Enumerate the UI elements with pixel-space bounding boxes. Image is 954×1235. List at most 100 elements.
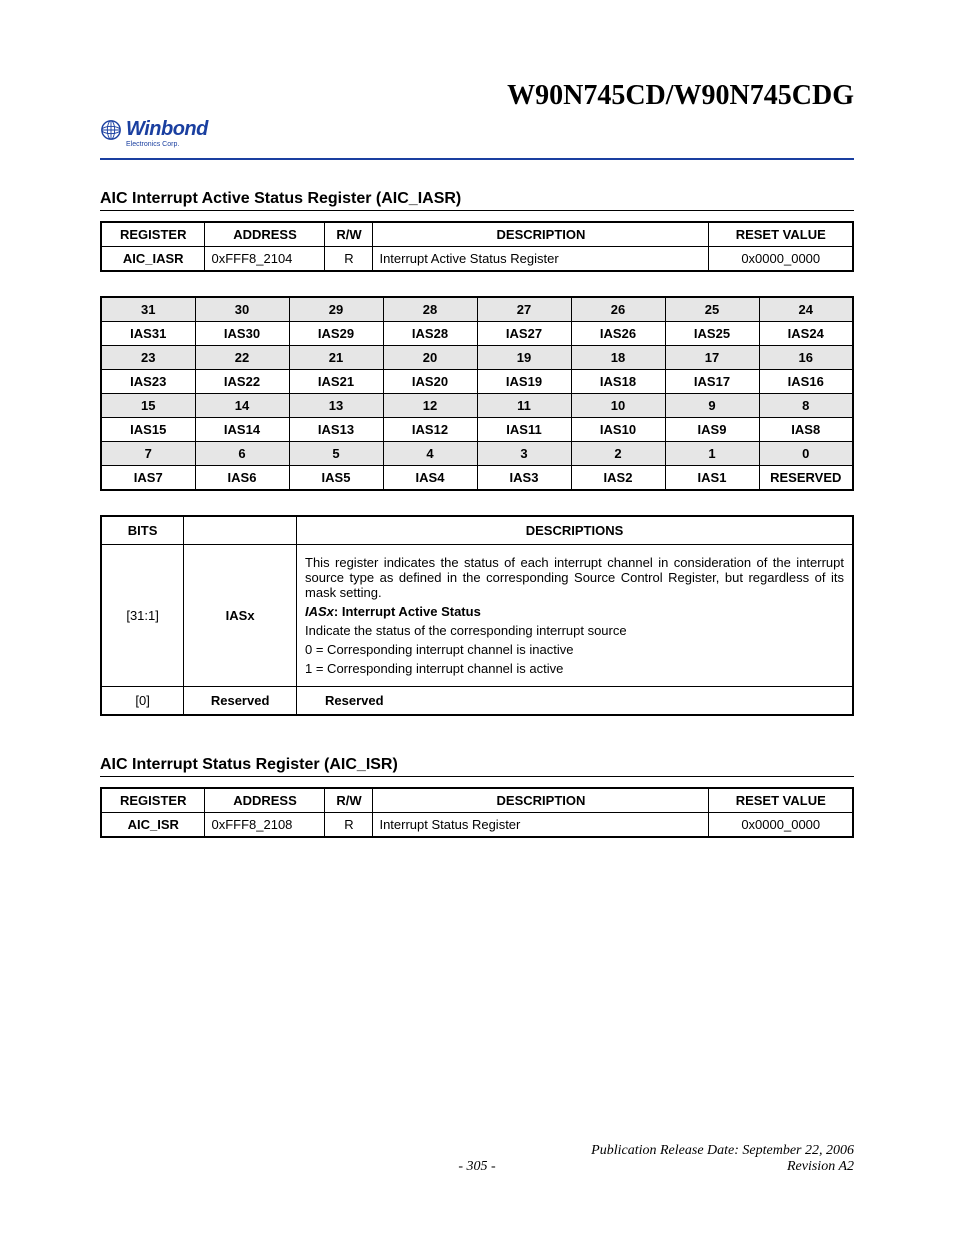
bit-name: IAS7 — [101, 466, 195, 491]
bit-name: IAS21 — [289, 370, 383, 394]
desc-text-1: Reserved — [297, 687, 853, 716]
reg-rw: R — [325, 247, 373, 272]
bit-number: 1 — [665, 442, 759, 466]
desc-bold-line: IASx: Interrupt Active Status — [305, 604, 844, 619]
reg2-addr: 0xFFF8_2108 — [205, 813, 325, 838]
bit-name: IAS13 — [289, 418, 383, 442]
bit-name: RESERVED — [759, 466, 853, 491]
logo: Winbond — [100, 118, 854, 141]
bit-name: IAS10 — [571, 418, 665, 442]
reg-col-reset: RESET VALUE — [709, 222, 853, 247]
bit-name: IAS26 — [571, 322, 665, 346]
reg2-col-register: REGISTER — [101, 788, 205, 813]
bit-number: 22 — [195, 346, 289, 370]
reg-addr: 0xFFF8_2104 — [205, 247, 325, 272]
bit-name: IAS18 — [571, 370, 665, 394]
bit-name: IAS3 — [477, 466, 571, 491]
bit-number: 10 — [571, 394, 665, 418]
bit-number: 9 — [665, 394, 759, 418]
document-title: W90N745CD/W90N745CDG — [100, 80, 854, 112]
bit-name: IAS2 — [571, 466, 665, 491]
desc-bits-0: [31:1] — [101, 545, 184, 687]
bit-number: 21 — [289, 346, 383, 370]
desc-col-desc: DESCRIPTIONS — [297, 516, 853, 545]
bit-number: 16 — [759, 346, 853, 370]
footer-page-number: - 305 - — [100, 1159, 854, 1175]
bit-number: 13 — [289, 394, 383, 418]
bit-name: IAS5 — [289, 466, 383, 491]
desc-line2: 0 = Corresponding interrupt channel is i… — [305, 642, 844, 657]
desc-bold-rest: : Interrupt Active Status — [334, 604, 481, 619]
reg2-rw: R — [325, 813, 373, 838]
bit-name: IAS12 — [383, 418, 477, 442]
reg-col-description: DESCRIPTION — [373, 222, 709, 247]
reg-desc: Interrupt Active Status Register — [373, 247, 709, 272]
logo-subtext: Electronics Corp. — [126, 141, 854, 148]
bit-name: IAS31 — [101, 322, 195, 346]
bit-name: IAS20 — [383, 370, 477, 394]
bit-name: IAS15 — [101, 418, 195, 442]
globe-icon — [100, 119, 122, 141]
bit-name: IAS14 — [195, 418, 289, 442]
bit-name: IAS27 — [477, 322, 571, 346]
bit-name: IAS1 — [665, 466, 759, 491]
desc-name-1: Reserved — [184, 687, 297, 716]
logo-text: Winbond — [126, 118, 208, 141]
bit-number: 6 — [195, 442, 289, 466]
desc-col-bits: BITS — [101, 516, 184, 545]
reg2-desc: Interrupt Status Register — [373, 813, 709, 838]
bit-name: IAS22 — [195, 370, 289, 394]
section1-title: AIC Interrupt Active Status Register (AI… — [100, 190, 854, 211]
desc-bits-1: [0] — [101, 687, 184, 716]
page: W90N745CD/W90N745CDG Winbond Electronics… — [0, 0, 954, 1235]
reg2-col-reset: RESET VALUE — [709, 788, 853, 813]
bit-number: 17 — [665, 346, 759, 370]
bit-name: IAS8 — [759, 418, 853, 442]
bit-name: IAS6 — [195, 466, 289, 491]
bit-number: 14 — [195, 394, 289, 418]
desc-line1: Indicate the status of the corresponding… — [305, 623, 844, 638]
desc-text-0: This register indicates the status of ea… — [297, 545, 853, 687]
bit-name: IAS11 — [477, 418, 571, 442]
section1-register-table: REGISTER ADDRESS R/W DESCRIPTION RESET V… — [100, 221, 854, 272]
reg-col-address: ADDRESS — [205, 222, 325, 247]
section1-bitfield-table: 3130292827262524IAS31IAS30IAS29IAS28IAS2… — [100, 296, 854, 491]
reg-col-rw: R/W — [325, 222, 373, 247]
bit-name: IAS9 — [665, 418, 759, 442]
desc-col-name — [184, 516, 297, 545]
bit-number: 5 — [289, 442, 383, 466]
reg2-col-rw: R/W — [325, 788, 373, 813]
bit-name: IAS29 — [289, 322, 383, 346]
section1-description-table: BITS DESCRIPTIONS [31:1] IASx This regis… — [100, 515, 854, 716]
bit-name: IAS4 — [383, 466, 477, 491]
bit-number: 3 — [477, 442, 571, 466]
footer: Publication Release Date: September 22, … — [100, 1143, 854, 1175]
bit-number: 12 — [383, 394, 477, 418]
header-rule — [100, 158, 854, 160]
bit-number: 28 — [383, 297, 477, 322]
bit-number: 2 — [571, 442, 665, 466]
reg-col-register: REGISTER — [101, 222, 205, 247]
reg2-col-description: DESCRIPTION — [373, 788, 709, 813]
reg-reset: 0x0000_0000 — [709, 247, 853, 272]
reg2-col-address: ADDRESS — [205, 788, 325, 813]
bit-number: 19 — [477, 346, 571, 370]
bit-number: 7 — [101, 442, 195, 466]
footer-pub-date: Publication Release Date: September 22, … — [591, 1143, 854, 1159]
section2-register-table: REGISTER ADDRESS R/W DESCRIPTION RESET V… — [100, 787, 854, 838]
bit-name: IAS23 — [101, 370, 195, 394]
desc-line3: 1 = Corresponding interrupt channel is a… — [305, 661, 844, 676]
bit-number: 18 — [571, 346, 665, 370]
reg2-reset: 0x0000_0000 — [709, 813, 853, 838]
bit-number: 27 — [477, 297, 571, 322]
bit-name: IAS16 — [759, 370, 853, 394]
bit-number: 24 — [759, 297, 853, 322]
bit-name: IAS17 — [665, 370, 759, 394]
bit-number: 15 — [101, 394, 195, 418]
bit-number: 11 — [477, 394, 571, 418]
bit-number: 0 — [759, 442, 853, 466]
bit-number: 29 — [289, 297, 383, 322]
reg2-name: AIC_ISR — [101, 813, 205, 838]
bit-number: 8 — [759, 394, 853, 418]
bit-number: 31 — [101, 297, 195, 322]
